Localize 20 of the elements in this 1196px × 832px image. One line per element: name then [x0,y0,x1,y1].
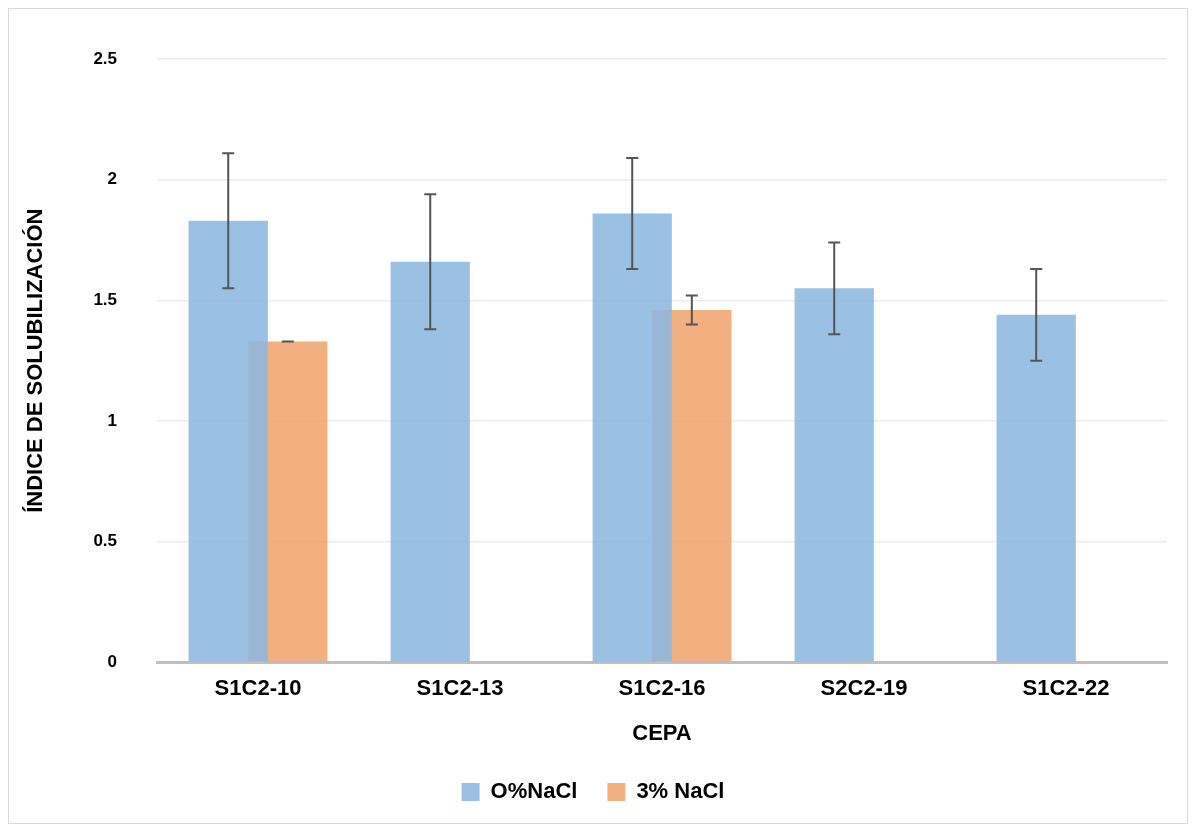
y-tick-label: 2 [107,169,118,189]
x-tick-label: S2C2-19 [820,675,908,701]
bar [188,220,268,662]
y-tick-label: 1.5 [93,290,118,310]
x-tick-label: S1C2-22 [1022,675,1110,701]
x-tick-label: S1C2-16 [618,675,706,701]
x-tick-label: S1C2-10 [214,675,302,701]
x-axis-title: CEPA [632,719,692,745]
y-tick-label: 0 [107,651,118,671]
y-tick-label: 0.5 [93,531,118,551]
bar [592,213,672,662]
legend-label: 3% NaCl [636,778,725,804]
bar [996,314,1076,662]
legend-label: O%NaCl [490,778,578,804]
y-tick-label: 2.5 [93,48,118,68]
bar [390,261,470,662]
y-axis-title: ÍNDICE DE SOLUBILIZACIÓN [22,208,48,513]
bar [794,288,874,662]
y-tick-label: 1 [107,410,118,430]
x-tick-label: S1C2-13 [416,675,504,701]
